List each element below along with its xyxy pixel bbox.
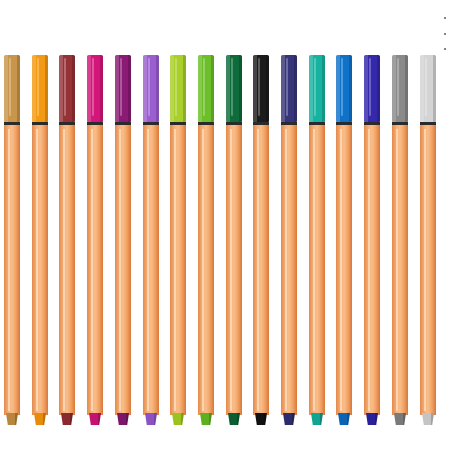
pen-cap [226,55,242,122]
pen-barrel [87,125,103,415]
pen-barrel [143,125,159,415]
cap-ring [253,122,269,125]
pen-tip [228,413,240,425]
pen-tip [311,413,323,425]
cap-ring [170,122,186,125]
pen-yellow-green [170,55,186,427]
cap-ring [281,122,297,125]
pen-cap [198,55,214,122]
cap-ring [364,122,380,125]
pen-barrel [364,125,380,415]
pen-orange [32,55,48,427]
pen-barrel [115,125,131,415]
pen-cap [336,55,352,122]
cap-ring [198,122,214,125]
pen-barrel [170,125,186,415]
pen-tip [394,413,406,425]
pen-barrel [253,125,269,415]
pen-tip [172,413,184,425]
pen-barrel [336,125,352,415]
pen-cap [364,55,380,122]
pen-barrel [198,125,214,415]
pen-gold-ochre [4,55,20,427]
pen-tip [34,413,46,425]
pen-barrel [392,125,408,415]
pen-barrel [281,125,297,415]
pen-cap [87,55,103,122]
pen-barrel [4,125,20,415]
pen-tip [61,413,73,425]
pen-tip [338,413,350,425]
pen-cap [309,55,325,122]
cap-ring [4,122,20,125]
corner-specks [443,17,447,51]
cap-ring [226,122,242,125]
pen-barrel [59,125,75,415]
pen-cap [170,55,186,122]
pen-tip [422,413,434,425]
pen-tip [283,413,295,425]
cap-ring [59,122,75,125]
pen-green [198,55,214,427]
speck [444,33,446,35]
pen-light-gray [420,55,436,427]
pen-barrel [420,125,436,415]
pen-navy [281,55,297,427]
pen-purple [115,55,131,427]
pen-blue [336,55,352,427]
pen-brick-red [59,55,75,427]
pen-cap [281,55,297,122]
pen-tip [200,413,212,425]
pen-cap [143,55,159,122]
speck [444,17,446,19]
pen-cap [253,55,269,122]
pen-magenta [87,55,103,427]
pen-lavender [143,55,159,427]
cap-ring [392,122,408,125]
pen-gray [392,55,408,427]
pen-tip [366,413,378,425]
pen-cap [59,55,75,122]
cap-ring [309,122,325,125]
cap-ring [420,122,436,125]
pen-tip [117,413,129,425]
pen-teal [309,55,325,427]
pen-barrel [32,125,48,415]
pen-cap [32,55,48,122]
cap-ring [87,122,103,125]
pen-indigo [364,55,380,427]
pen-cap [4,55,20,122]
pen-tip [6,413,18,425]
pen-cap [392,55,408,122]
pen-cap [115,55,131,122]
pen-tip [89,413,101,425]
pen-barrel [226,125,242,415]
pen-dark-green [226,55,242,427]
cap-ring [115,122,131,125]
cap-ring [143,122,159,125]
speck [444,48,446,50]
pen-tip [145,413,157,425]
pen-cap [420,55,436,122]
cap-ring [336,122,352,125]
pen-tip [255,413,267,425]
cap-ring [32,122,48,125]
pen-black [253,55,269,427]
pen-barrel [309,125,325,415]
